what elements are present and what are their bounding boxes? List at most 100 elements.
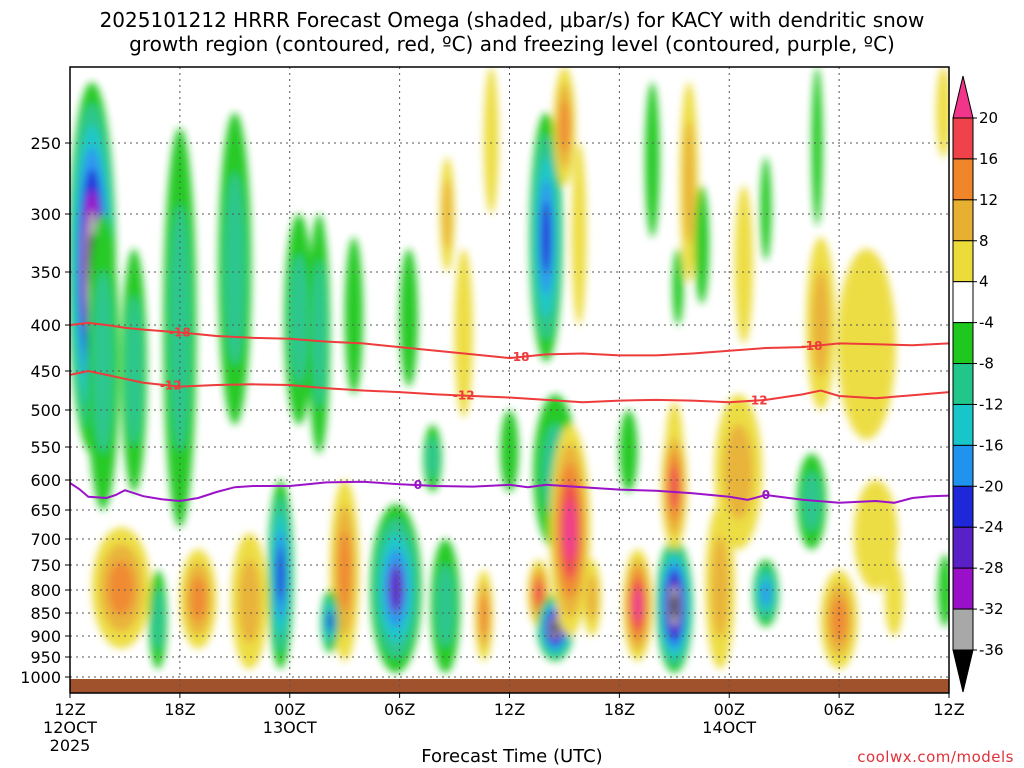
dendritic-contour-0 [69,321,950,360]
watermark: coolwx.com/models [857,748,1014,766]
y-tick-label-700: 700 [30,530,61,549]
x-axis-title: Forecast Time (UTC) [421,746,603,767]
colorbar-segment-5 [952,281,974,324]
omega-cell-49-3 [761,581,771,605]
colorbar-segment-9 [952,444,974,487]
colorbar-label-11: -28 [979,559,1004,577]
colorbar-segment-11 [952,526,974,569]
dendritic-contour-1-label-2: -12 [746,393,768,407]
y-tick-label-350: 350 [30,263,61,282]
omega-cell-32-2 [190,576,207,622]
y-tick-label-950: 950 [30,648,61,667]
x-tick-year-0: 2025 [50,736,91,755]
colorbar: 20 16 12 8 4 -4 -8 -12 -16 -20 -24 -28 -32 -36 [952,75,1004,693]
omega-cell-34-1 [238,559,261,643]
omega-shading [70,67,949,673]
omega-cell-17-0 [734,185,754,344]
dendritic-contour-1-label-0: -12 [160,379,182,393]
omega-cell-23-0 [344,237,363,395]
colorbar-label-12: -32 [979,600,1004,618]
omega-cell-4-1 [224,172,245,365]
omega-cell-18-0 [760,157,772,261]
omega-cell-24-0 [399,248,418,387]
colorbar-segment-13 [952,608,974,651]
omega-cell-2-1 [126,295,142,446]
omega-cell-6-1 [312,260,326,408]
colorbar-label-4: 4 [979,273,989,291]
x-tick-label-4: 12Z [494,700,525,719]
colorbar-segment-12 [952,567,974,610]
x-tick-label-1: 18Z [164,700,195,719]
omega-cell-11-2 [559,99,570,153]
colorbar-label-13: -36 [979,641,1004,659]
y-tick-label-900: 900 [30,627,61,646]
omega-blobs [70,67,949,673]
omega-cell-5-1 [289,254,308,385]
x-tick-label-3: 06Z [384,700,415,719]
x-tick-label-5: 18Z [604,700,635,719]
colorbar-segment-6 [952,322,974,365]
omega-cell-43-4 [564,500,576,561]
colorbar-label-2: 12 [979,191,998,209]
omega-cell-54-0 [853,480,898,590]
omega-cell-14-1 [683,120,695,245]
omega-cell-16-0 [672,248,684,325]
chart-title-line-1: 2025101212 HRRR Forecast Omega (shaded, … [99,8,925,32]
colorbar-label-0: 20 [979,109,998,127]
omega-cell-3-1 [169,204,191,451]
dendritic-contour-0-label-0: -18 [169,325,191,339]
omega-cell-41-3 [534,581,543,605]
y-tick-label-450: 450 [30,362,61,381]
x-tick-label-8: 12Z [933,700,964,719]
y-tick-label-250: 250 [30,134,61,153]
y-tick-label-800: 800 [30,581,61,600]
omega-cell-42-7 [551,621,559,634]
omega-cell-46-7 [670,593,678,619]
colorbar-segment-1 [952,117,974,160]
omega-cell-15-0 [694,185,710,304]
grid-lines [70,67,949,693]
y-tick-label-500: 500 [30,401,61,420]
omega-cell-21-0 [936,67,949,158]
dendritic-contour-0-label-1: -18 [508,350,530,364]
omega-cell-1-1 [92,270,114,454]
colorbar-label-1: 16 [979,150,998,168]
x-tick-label-7: 06Z [823,700,854,719]
colorbar-label-10: -24 [979,518,1004,536]
x-tick-label-6: 00Z [714,700,745,719]
omega-cell-12-0 [571,143,587,325]
omega-cell-45-4 [633,589,642,622]
omega-cell-44-1 [586,574,598,622]
x-tick-label-0: 12Z [54,700,85,719]
y-axis: 250 300 350 400 450 500 550 600 650 700 750 800 850 9… [20,134,70,687]
omega-cell-28-0 [619,410,638,492]
colorbar-label-8: -16 [979,436,1004,454]
x-tick-date-6: 14OCT [702,718,756,737]
y-tick-label-1000: 1000 [20,668,61,687]
omega-cell-13-0 [645,82,660,238]
y-tick-label-650: 650 [30,501,61,520]
contour-lines: -18 -18 -18 -12 -12 -12 0 0 [69,321,950,504]
y-tick-label-550: 550 [30,438,61,457]
colorbar-segment-4 [952,240,974,283]
colorbar-label-3: 8 [979,232,989,250]
omega-cell-22-0 [811,67,823,226]
dendritic-contour-1 [69,369,950,404]
omega-cell-31-2 [108,561,135,615]
omega-cell-7-0 [454,248,473,418]
omega-cell-25-1 [426,437,439,480]
colorbar-segment-3 [952,199,974,242]
omega-cell-33-1 [152,589,164,650]
y-tick-label-400: 400 [30,316,61,335]
omega-cell-38-3 [326,610,334,633]
x-tick-label-2: 00Z [274,700,305,719]
omega-cell-30-1 [723,424,754,520]
y-tick-label-750: 750 [30,556,61,575]
omega-cell-19-1 [811,270,830,377]
dendritic-contour-0-label-2: -18 [801,339,823,353]
y-tick-label-600: 600 [30,471,61,490]
omega-cell-8-1 [442,179,452,250]
omega-cell-53-0 [938,554,949,627]
dendritic-contour-1-label-1: -12 [453,389,475,403]
